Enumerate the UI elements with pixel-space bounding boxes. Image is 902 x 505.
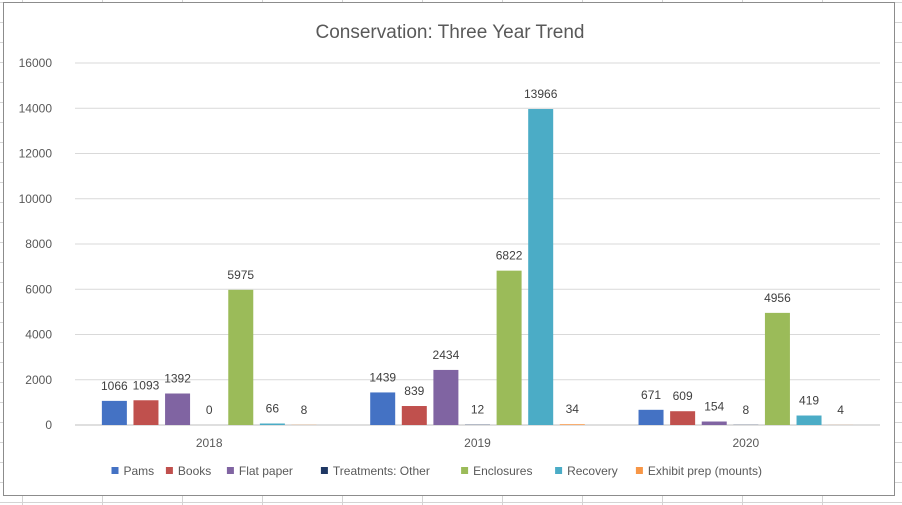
data-label: 671 — [641, 388, 661, 402]
y-tick-label: 8000 — [25, 237, 52, 251]
y-tick-label: 12000 — [19, 147, 53, 161]
legend-swatch — [111, 467, 119, 474]
bar-enclosures-2020[interactable] — [764, 312, 790, 425]
legend-swatch — [555, 467, 563, 474]
legend-item-flat-paper[interactable]: Flat paper — [226, 464, 293, 478]
x-tick-label: 2019 — [464, 436, 491, 450]
bar-recovery-2020[interactable] — [796, 415, 822, 425]
bar-books-2019[interactable] — [401, 406, 427, 425]
bars — [101, 109, 854, 425]
x-tick-label: 2020 — [732, 436, 759, 450]
data-label: 66 — [266, 402, 280, 416]
data-label: 419 — [799, 394, 819, 408]
data-label: 13966 — [524, 87, 558, 101]
data-label: 1093 — [133, 378, 160, 392]
y-tick-label: 0 — [45, 418, 52, 432]
data-label: 2434 — [433, 348, 460, 362]
y-tick-label: 16000 — [19, 56, 53, 70]
bar-books-2020[interactable] — [670, 411, 696, 425]
data-label: 1392 — [164, 372, 191, 386]
bar-enclosures-2019[interactable] — [496, 270, 522, 425]
legend-swatch — [226, 467, 234, 474]
bar-recovery-2018[interactable] — [259, 423, 285, 425]
data-label: 839 — [404, 384, 424, 398]
bar-exhibit-prep-mounts--2019[interactable] — [559, 424, 585, 425]
legend-swatch — [461, 467, 469, 474]
bar-pams-2018[interactable] — [101, 400, 127, 425]
data-label: 1066 — [101, 379, 128, 393]
legend-item-books[interactable]: Books — [165, 464, 211, 478]
bar-flat-paper-2019[interactable] — [433, 369, 459, 425]
legend-label: Recovery — [567, 464, 618, 478]
x-tick-label: 2018 — [196, 436, 223, 450]
data-label: 8 — [742, 403, 749, 417]
bar-flat-paper-2018[interactable] — [165, 393, 191, 425]
data-label: 5975 — [227, 268, 254, 282]
legend-item-recovery[interactable]: Recovery — [555, 464, 618, 478]
legend-label: Treatments: Other — [333, 464, 430, 478]
y-axis-ticks: 0 2000 4000 6000 8000 10000 12000 14000 16000 — [19, 56, 53, 432]
bar-pams-2019[interactable] — [370, 392, 396, 425]
data-label: 6822 — [496, 249, 523, 263]
legend-swatch — [635, 467, 643, 474]
data-label: 12 — [471, 403, 485, 417]
legend-swatch — [165, 467, 173, 474]
data-label: 1439 — [369, 370, 396, 384]
legend-label: Pams — [124, 464, 155, 478]
legend-label: Books — [178, 464, 211, 478]
bar-books-2018[interactable] — [133, 400, 159, 425]
data-label: 8 — [301, 403, 308, 417]
chart-title: Conservation: Three Year Trend — [316, 22, 585, 43]
y-tick-label: 10000 — [19, 192, 53, 206]
bar-flat-paper-2020[interactable] — [701, 421, 727, 425]
data-label: 34 — [566, 402, 580, 416]
y-tick-label: 2000 — [25, 373, 52, 387]
legend-label: Flat paper — [239, 464, 293, 478]
legend-label: Enclosures — [473, 464, 532, 478]
x-axis-ticks: 2018 2019 2020 — [196, 436, 760, 450]
data-label: 0 — [206, 403, 213, 417]
data-label: 4 — [837, 403, 844, 417]
legend-label: Exhibit prep (mounts) — [648, 464, 762, 478]
legend-item-enclosures[interactable]: Enclosures — [461, 464, 532, 478]
data-labels: 1066 1093 1392 0 5975 66 8 1439 839 2434 12 6822 139… — [101, 87, 844, 417]
data-label: 4956 — [764, 291, 791, 305]
chart-area[interactable]: Conservation: Three Year Trend 0 2000 4000… — [3, 2, 895, 496]
data-label: 609 — [673, 389, 693, 403]
legend-swatch — [320, 467, 328, 474]
y-tick-label: 14000 — [19, 101, 53, 115]
legend[interactable]: Pams Books Flat paper Treatments: Other Encl… — [111, 464, 762, 478]
bar-enclosures-2018[interactable] — [228, 289, 254, 425]
legend-item-exhibit-prep-mounts-[interactable]: Exhibit prep (mounts) — [635, 464, 762, 478]
gridlines — [75, 62, 880, 426]
y-tick-label: 6000 — [25, 282, 52, 296]
legend-item-treatments-other[interactable]: Treatments: Other — [320, 464, 430, 478]
chart-svg: Conservation: Three Year Trend 0 2000 4000… — [19, 22, 880, 478]
legend-item-pams[interactable]: Pams — [111, 464, 155, 478]
bar-recovery-2019[interactable] — [528, 109, 554, 425]
y-tick-label: 4000 — [25, 328, 52, 342]
data-label: 154 — [704, 400, 724, 414]
bar-pams-2020[interactable] — [638, 409, 664, 425]
